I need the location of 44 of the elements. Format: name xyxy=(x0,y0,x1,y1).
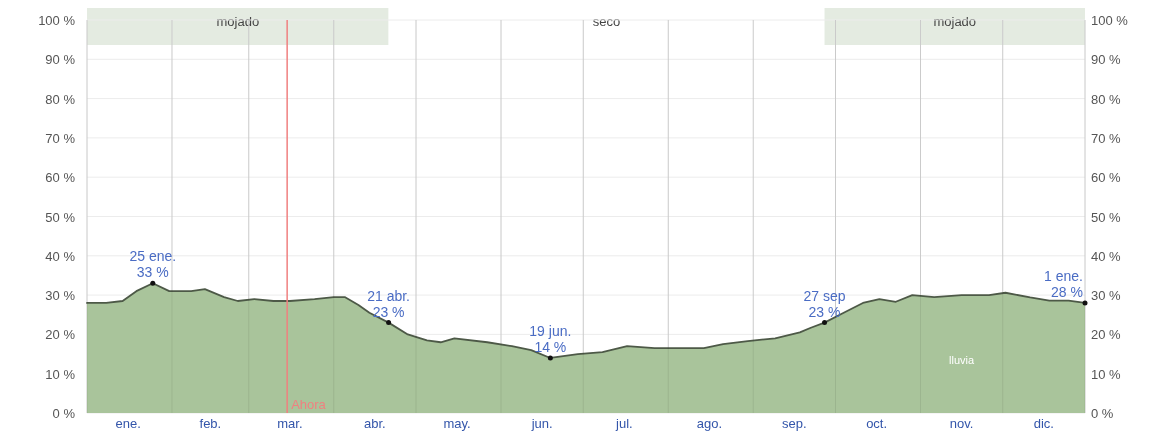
y-tick-label: 50 % xyxy=(45,209,76,225)
x-tick-label: feb. xyxy=(199,416,222,431)
y2-tick-label: 10 % xyxy=(1091,366,1122,382)
x-tick-label: jul. xyxy=(615,416,633,431)
y2-tick-label: 0 % xyxy=(1091,406,1114,421)
x-tick-label: nov. xyxy=(949,416,974,431)
y-tick-label: 90 % xyxy=(45,52,76,68)
y-tick-label: 40 % xyxy=(45,248,76,264)
x-tick-label: sep. xyxy=(782,416,807,431)
y-tick-label: 70 % xyxy=(45,130,76,146)
x-tick-label: jun. xyxy=(530,416,553,431)
y-tick-label: 0 % xyxy=(52,406,76,421)
y-tick-label: 100 % xyxy=(38,13,76,28)
y2-tick-label: 30 % xyxy=(1091,288,1122,304)
x-tick-label: mar. xyxy=(277,416,303,431)
ref-line-label: Ahora xyxy=(291,397,327,412)
band-label: mojado xyxy=(216,14,260,29)
x-tick-label: ene. xyxy=(115,416,141,431)
y-tick-label: 30 % xyxy=(45,288,76,304)
annotation: 19 jun. 14 % xyxy=(529,322,572,355)
y2-tick-label: 80 % xyxy=(1091,91,1122,107)
y2-tick-label: 40 % xyxy=(1091,248,1122,264)
y2-tick-label: 100 % xyxy=(1091,13,1129,28)
y-tick-label: 10 % xyxy=(45,366,76,382)
x-tick-label: oct. xyxy=(866,416,888,431)
y2-tick-label: 20 % xyxy=(1091,327,1122,343)
band-label: seco xyxy=(592,14,621,29)
y2-tick-label: 50 % xyxy=(1091,209,1122,225)
series-label: lluvia xyxy=(949,354,976,367)
annotation: 1 ene. 28 % xyxy=(1044,267,1083,300)
x-tick-label: dic. xyxy=(1033,416,1054,431)
annotation: 27 sep 23 % xyxy=(803,287,846,320)
x-tick-label: ago. xyxy=(696,416,723,431)
annotation: 21 abr. 23 % xyxy=(367,287,411,320)
band-label: mojado xyxy=(933,14,977,29)
y-tick-label: 20 % xyxy=(45,327,76,343)
x-tick-label: abr. xyxy=(364,416,386,431)
y2-tick-label: 60 % xyxy=(1091,170,1122,186)
y2-tick-label: 90 % xyxy=(1091,52,1122,68)
y-tick-label: 60 % xyxy=(45,170,76,186)
annotation: 25 ene. 33 % xyxy=(129,248,177,281)
y2-tick-label: 70 % xyxy=(1091,130,1122,146)
x-tick-label: may. xyxy=(443,416,471,431)
y-tick-label: 80 % xyxy=(45,91,76,107)
